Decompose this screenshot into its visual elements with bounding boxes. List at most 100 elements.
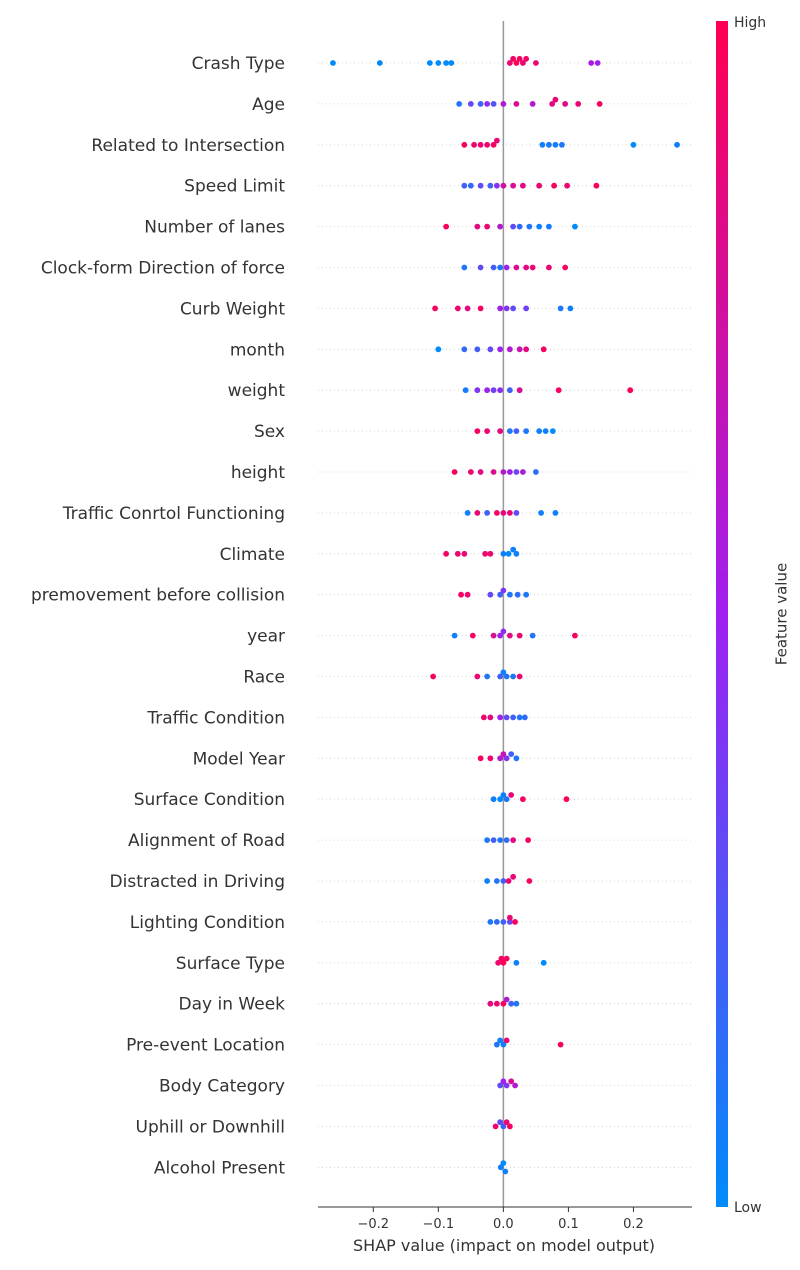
shap-point [497,387,504,394]
shap-point [451,469,458,475]
shap-point [513,101,520,107]
shap-point [443,550,450,557]
feature-label: weight [228,381,286,401]
shap-point [474,428,481,434]
shap-point [493,137,500,144]
shap-point [461,182,468,189]
shap-point [474,510,481,516]
shap-point [474,387,481,394]
shap-point [526,223,533,230]
shap-point [464,305,471,312]
shap-point [497,346,504,353]
shap-point [519,182,526,189]
feature-labels: Crash Type Age Related to Intersection Spee… [31,54,285,1178]
shap-point [512,919,518,925]
feature-label: height [231,463,286,483]
shap-point [506,919,513,925]
shap-point [487,919,494,925]
shap-point [503,1037,510,1044]
shap-point [510,873,517,880]
shap-point [497,1119,504,1126]
shap-point [546,141,552,148]
shap-point [451,632,458,639]
shap-point [525,837,531,843]
shap-point [513,469,520,475]
shap-point [497,264,504,271]
shap-point [551,182,558,189]
shap-point [503,996,510,1003]
shap-point [435,346,442,353]
shap-point [510,305,517,312]
shap-point [487,346,494,353]
shap-point [477,182,484,189]
shap-point [443,223,450,230]
shap-point [503,264,510,271]
shap-point [523,428,530,434]
shap-point [484,428,491,434]
x-tick-label: −0.1 [423,1217,455,1232]
shap-point [539,141,546,148]
shap-point [458,591,464,598]
shap-point [500,1160,507,1166]
shap-point [516,673,523,680]
shap-point [523,591,530,598]
shap-point [503,837,510,843]
shap-point [497,796,504,803]
shap-point [497,1037,504,1044]
shap-point [493,182,500,189]
shap-point [484,878,491,884]
shap-point [549,101,556,107]
shap-point [487,714,494,721]
shap-point [480,714,487,721]
colorbar-high-label: High [734,15,766,31]
shap-point [471,141,478,148]
shap-point [490,387,497,394]
shap-point [674,141,680,148]
shap-point [508,1078,515,1085]
shap-point [490,264,497,271]
shap-point [514,591,521,598]
shap-point [506,914,513,921]
shap-point [536,182,543,189]
shap-point [516,632,523,639]
shap-point [426,60,433,66]
shap-point [508,1000,515,1007]
shap-point [497,714,504,721]
shap-point [536,428,543,434]
shap-point [508,792,515,798]
shap-point [508,751,515,757]
feature-label: Climate [220,545,285,565]
feature-label: Lighting Condition [130,913,285,933]
shap-point [542,428,549,434]
shap-point [497,223,504,230]
shap-point [487,1000,494,1007]
x-axis-title: SHAP value (impact on model output) [353,1236,655,1255]
shap-point [482,550,489,557]
shap-point [461,346,468,353]
shap-point [448,60,455,66]
shap-point [477,101,484,107]
shap-point [513,755,520,762]
x-tick-label: 0.2 [623,1217,644,1232]
shap-point [503,714,510,721]
shap-point [523,264,530,271]
shap-point [532,469,539,475]
shap-point [497,1164,504,1171]
shap-point [506,510,513,516]
shap-point [503,673,510,680]
shap-point [572,632,578,639]
shap-point [493,919,500,925]
shap-point [596,101,603,107]
shap-point [500,669,507,676]
shap-point [532,60,539,66]
shap-point [503,955,510,962]
shap-point [506,428,513,434]
shap-point [500,751,507,757]
shap-point [510,673,517,680]
feature-label: Sex [254,422,285,442]
shap-point [536,223,543,230]
shap-point [500,101,507,107]
shap-point [456,101,463,107]
feature-label: Alcohol Present [154,1158,286,1178]
shap-point [477,264,484,271]
